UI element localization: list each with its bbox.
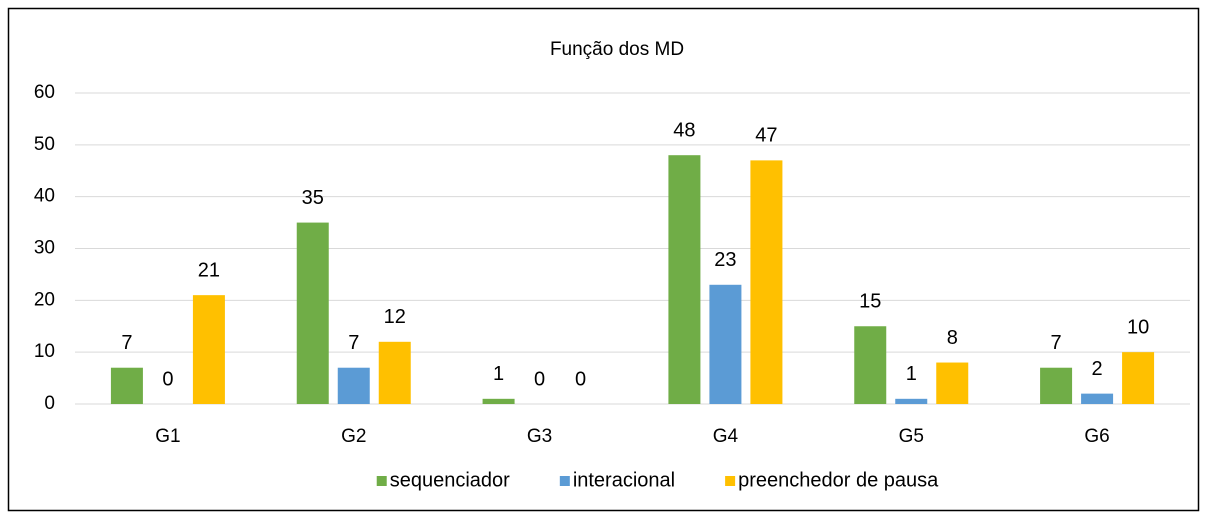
value-label: 12 [384,306,406,328]
bar [482,398,515,404]
y-tick-label: 10 [34,341,55,362]
value-label: 7 [1051,332,1062,354]
x-tick-label: G5 [899,426,924,447]
value-label: 35 [302,187,324,209]
value-label: 23 [714,249,736,271]
bar [750,160,783,404]
x-tick-label: G2 [341,426,366,447]
bar [895,398,928,404]
bar [1040,367,1073,404]
value-label: 8 [947,327,958,349]
x-tick-label: G3 [527,426,552,447]
value-label: 1 [906,363,917,385]
y-tick-label: 20 [34,289,55,310]
legend-label: interacional [573,469,675,491]
legend-swatch [559,476,570,486]
y-tick-label: 50 [34,134,55,155]
bar [709,284,742,404]
bar [296,222,329,404]
value-label: 10 [1127,316,1149,338]
bar [668,155,701,404]
legend-swatch [376,476,387,486]
bar [854,326,887,404]
bar [110,367,143,404]
y-tick-label: 30 [34,238,55,259]
y-tick-label: 0 [44,393,55,414]
bar [1081,393,1114,404]
x-tick-label: G1 [155,426,180,447]
x-tick-label: G6 [1084,426,1109,447]
bar [378,341,411,404]
bar [1122,352,1155,404]
bar [936,362,969,404]
value-label: 0 [575,368,586,390]
y-tick-label: 40 [34,186,55,207]
value-label: 1 [493,363,504,385]
value-label: 0 [162,368,173,390]
chart-title: Função dos MD [550,39,684,60]
y-tick-label: 60 [34,82,55,103]
bar [337,367,370,404]
value-label: 7 [348,332,359,354]
value-label: 15 [859,291,881,313]
value-label: 7 [121,332,132,354]
value-label: 2 [1092,358,1103,380]
value-label: 0 [534,368,545,390]
bar [192,295,225,404]
value-label: 47 [755,125,777,147]
value-label: 21 [198,259,220,281]
x-tick-label: G4 [713,426,739,447]
legend-label: sequenciador [390,469,510,491]
value-label: 48 [673,119,695,141]
legend-swatch [725,476,736,486]
legend-label: preenchedor de pausa [738,469,939,491]
chart-border [7,7,1200,512]
